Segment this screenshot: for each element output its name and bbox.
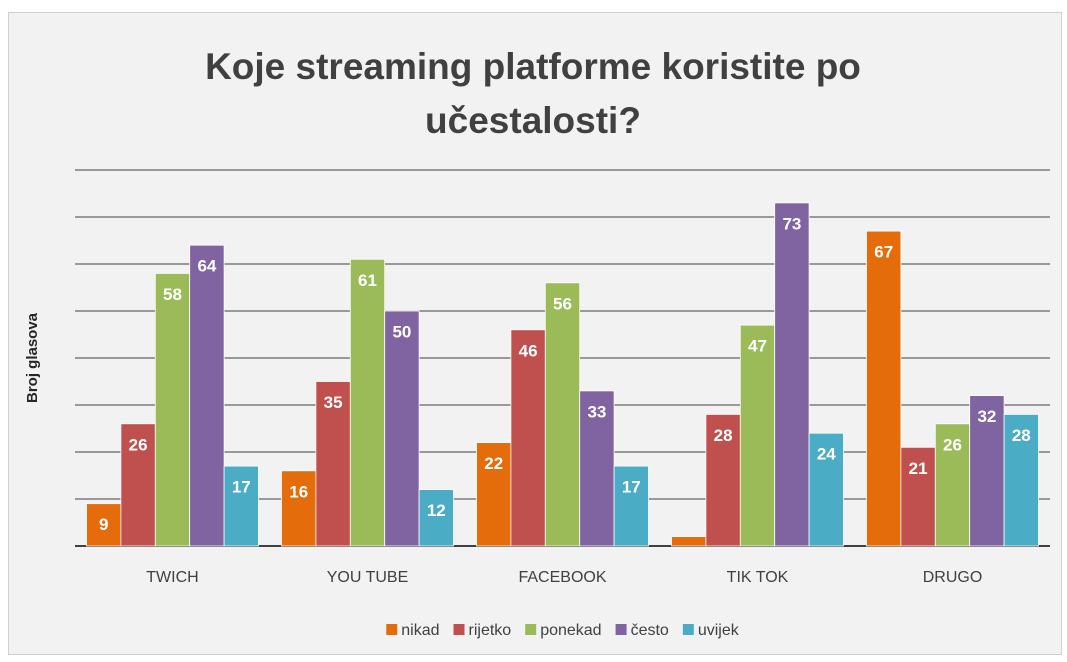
legend-swatch	[615, 624, 627, 635]
data-label: 67	[874, 243, 893, 262]
chart-title: Koje streaming platforme koristite po uč…	[205, 46, 861, 141]
bar	[223, 465, 259, 547]
bar	[349, 258, 386, 547]
x-tick-label: TIK TOK	[727, 569, 789, 586]
data-label: 50	[392, 322, 411, 341]
data-label: 47	[748, 337, 767, 356]
bar	[154, 272, 191, 547]
data-label: 32	[977, 407, 996, 426]
legend-label: često	[631, 622, 669, 639]
legend-label: uvijek	[698, 622, 740, 639]
bar	[866, 230, 902, 547]
data-label: 56	[553, 294, 572, 313]
x-tick-label: FACEBOOK	[518, 569, 606, 586]
x-tick-label: YOU TUBE	[327, 569, 409, 586]
data-label: 26	[943, 435, 962, 454]
data-label: 28	[1012, 426, 1031, 445]
bar	[900, 446, 936, 547]
legend-swatch	[453, 624, 465, 635]
data-label: 12	[427, 501, 446, 520]
y-axis-label: Broj glasova	[24, 312, 41, 403]
data-label: 21	[909, 459, 928, 478]
data-label: 46	[519, 341, 538, 360]
data-label: 17	[232, 478, 251, 497]
bar	[808, 432, 844, 547]
data-label: 61	[358, 271, 377, 290]
data-label: 24	[817, 445, 836, 464]
data-label: 9	[99, 515, 108, 534]
data-label: 64	[197, 257, 216, 276]
bar	[510, 329, 546, 547]
bar	[418, 489, 454, 547]
x-tick-label: TWICH	[146, 569, 198, 586]
bar	[671, 536, 707, 547]
bar	[544, 282, 581, 547]
data-label: 17	[622, 478, 641, 497]
legend-label: ponekad	[540, 622, 601, 639]
data-label: 26	[129, 435, 148, 454]
bar	[189, 244, 225, 547]
data-label: 22	[484, 454, 503, 473]
legend-swatch	[525, 624, 537, 635]
bar	[579, 390, 615, 547]
bar	[1003, 413, 1039, 547]
data-label: 28	[714, 426, 733, 445]
bar	[739, 324, 776, 547]
data-label: 35	[324, 393, 343, 412]
bar	[705, 413, 741, 547]
x-tick-label: DRUGO	[923, 569, 983, 586]
legend-label: nikad	[401, 622, 439, 639]
bar	[315, 381, 351, 547]
bar	[384, 310, 420, 547]
data-label: 58	[163, 285, 182, 304]
bar	[774, 202, 810, 547]
data-label: 33	[587, 402, 606, 421]
bar	[281, 470, 317, 547]
bar	[476, 442, 512, 547]
data-label: 73	[782, 214, 801, 233]
bar	[969, 395, 1005, 547]
data-label: 16	[289, 482, 308, 501]
legend-swatch	[386, 624, 398, 635]
bar	[613, 465, 649, 547]
bar	[120, 423, 156, 547]
legend-label: rijetko	[469, 622, 512, 639]
bar	[934, 423, 971, 547]
legend-swatch	[682, 624, 694, 635]
